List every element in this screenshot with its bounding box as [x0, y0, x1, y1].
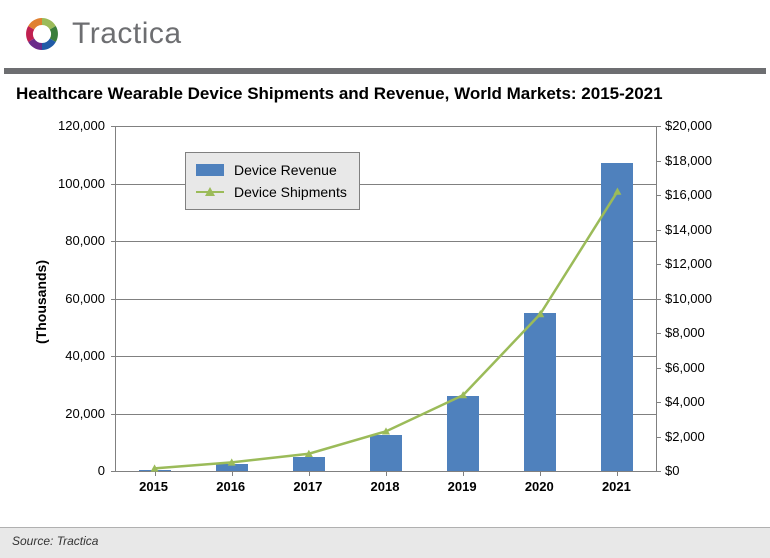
source-label: Source: Tractica — [0, 527, 770, 558]
x-tick-label: 2019 — [437, 479, 487, 494]
y-left-tick-label: 80,000 — [15, 233, 105, 248]
y-right-tick — [656, 471, 661, 472]
y-right-tick — [656, 195, 661, 196]
y-right-tick — [656, 333, 661, 334]
chart-title: Healthcare Wearable Device Shipments and… — [0, 74, 770, 106]
brand-name: Tractica — [72, 17, 182, 51]
y-left-tick-label: 40,000 — [15, 348, 105, 363]
y-right-tick-label: $20,000 — [665, 118, 712, 133]
chart-area: 0 20,000 40,000 60,000 80,000 100,000 120,000 $… — [15, 106, 755, 526]
y-left-tick — [111, 471, 116, 472]
y-right-tick-label: $8,000 — [665, 325, 705, 340]
x-tick — [232, 471, 233, 476]
x-tick-label: 2017 — [283, 479, 333, 494]
legend: Device Revenue Device Shipments — [185, 152, 360, 210]
y-right-tick — [656, 437, 661, 438]
y-right-tick-label: $18,000 — [665, 153, 712, 168]
x-tick — [540, 471, 541, 476]
y-right-tick-label: $12,000 — [665, 256, 712, 271]
y-right-tick-label: $14,000 — [665, 222, 712, 237]
y-right-tick — [656, 230, 661, 231]
legend-row: Device Revenue — [196, 159, 347, 181]
line-series — [155, 192, 618, 469]
x-tick-label: 2020 — [514, 479, 564, 494]
legend-row: Device Shipments — [196, 181, 347, 203]
y-left-tick-label: 0 — [15, 463, 105, 478]
y-right-tick — [656, 368, 661, 369]
x-tick — [617, 471, 618, 476]
y-left-tick-label: 100,000 — [15, 176, 105, 191]
y-right-tick-label: $16,000 — [665, 187, 712, 202]
y-right-tick — [656, 299, 661, 300]
y-right-tick-label: $0 — [665, 463, 679, 478]
header: Tractica — [0, 0, 770, 68]
y-left-axis-title: (Thousands) — [33, 260, 49, 344]
y-left-tick-label: 120,000 — [15, 118, 105, 133]
legend-swatch-bar — [196, 164, 224, 176]
x-tick-label: 2021 — [591, 479, 641, 494]
legend-label: Device Revenue — [234, 162, 337, 178]
legend-swatch-line — [196, 186, 224, 198]
x-tick-label: 2015 — [129, 479, 179, 494]
y-right-tick-label: $10,000 — [665, 291, 712, 306]
tractica-logo-icon — [22, 14, 62, 54]
x-tick-label: 2018 — [360, 479, 410, 494]
x-tick — [155, 471, 156, 476]
y-right-tick — [656, 402, 661, 403]
x-tick — [309, 471, 310, 476]
y-right-tick-label: $2,000 — [665, 429, 705, 444]
y-right-tick — [656, 264, 661, 265]
line-marker — [613, 188, 621, 195]
y-right-tick — [656, 126, 661, 127]
x-tick — [386, 471, 387, 476]
legend-label: Device Shipments — [234, 184, 347, 200]
y-right-tick-label: $6,000 — [665, 360, 705, 375]
y-left-tick-label: 60,000 — [15, 291, 105, 306]
x-tick-label: 2016 — [206, 479, 256, 494]
y-right-tick — [656, 161, 661, 162]
x-tick — [463, 471, 464, 476]
y-right-tick-label: $4,000 — [665, 394, 705, 409]
y-left-tick-label: 20,000 — [15, 406, 105, 421]
